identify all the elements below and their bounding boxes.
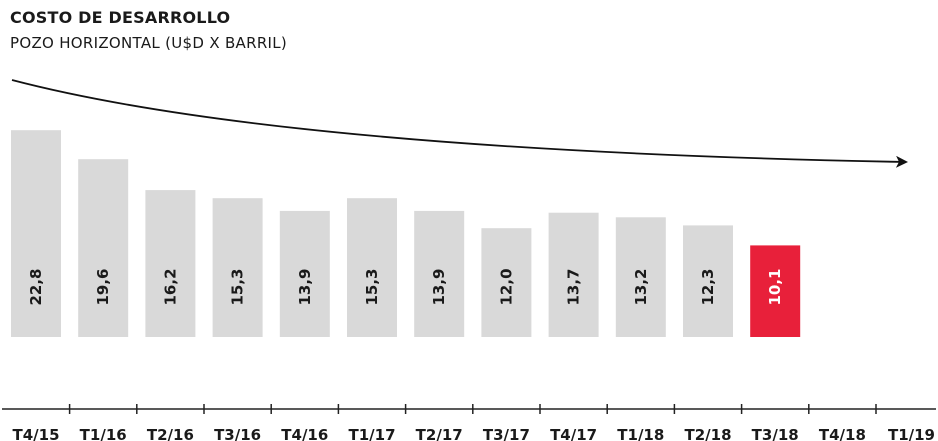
x-tick-label: T1/17 <box>348 426 395 441</box>
chart-subtitle: POZO HORIZONTAL (U$D X BARRIL) <box>10 34 288 52</box>
x-tick-label: T3/16 <box>214 426 261 441</box>
x-tick-label: T3/17 <box>483 426 530 441</box>
x-tick-label: T1/16 <box>80 426 127 441</box>
x-tick-label: T2/18 <box>684 426 731 441</box>
bar-T1-17 <box>347 198 397 337</box>
x-tick-label: T4/16 <box>281 426 328 441</box>
x-tick-label: T2/16 <box>147 426 194 441</box>
bar-value-label: 13,2 <box>632 268 650 305</box>
bar-T2-18 <box>683 225 733 337</box>
bar-T3-18 <box>750 245 801 337</box>
x-tick-label: T4/17 <box>550 426 597 441</box>
x-tick-label: T4/18 <box>819 426 866 441</box>
bar-value-label: 13,9 <box>430 268 448 305</box>
bar-value-label: 16,2 <box>161 268 179 305</box>
bar-T3-17 <box>481 228 532 337</box>
bar-value-label: 19,6 <box>94 268 112 305</box>
bar-T3-16 <box>212 198 263 337</box>
x-tick-label: T1/19 <box>888 426 935 441</box>
bar-value-label: 13,7 <box>565 268 583 305</box>
bar-T1-18 <box>615 217 666 337</box>
bar-value-label: 22,8 <box>27 268 45 305</box>
x-tick-label: T3/18 <box>752 426 799 441</box>
trend-arrow <box>11 79 908 168</box>
chart-title: COSTO DE DESARROLLO <box>10 8 231 27</box>
bar-T4-17 <box>548 212 599 337</box>
bar-T1-16 <box>78 159 129 337</box>
bar-value-label: 12,3 <box>699 268 717 305</box>
bar-T4-16 <box>279 210 330 337</box>
bar-value-label: 10,1 <box>766 268 784 305</box>
bar-T4-15 <box>11 130 61 337</box>
bar-T2-16 <box>145 190 196 337</box>
bar-value-label: 13,9 <box>296 268 314 305</box>
bar-T2-17 <box>414 210 465 337</box>
x-tick-label: T4/15 <box>12 426 59 441</box>
bar-value-label: 15,3 <box>229 268 247 305</box>
x-tick-label: T1/18 <box>617 426 664 441</box>
bar-value-label: 12,0 <box>497 268 515 305</box>
x-tick-label: T2/17 <box>416 426 463 441</box>
bar-value-label: 15,3 <box>363 268 381 305</box>
